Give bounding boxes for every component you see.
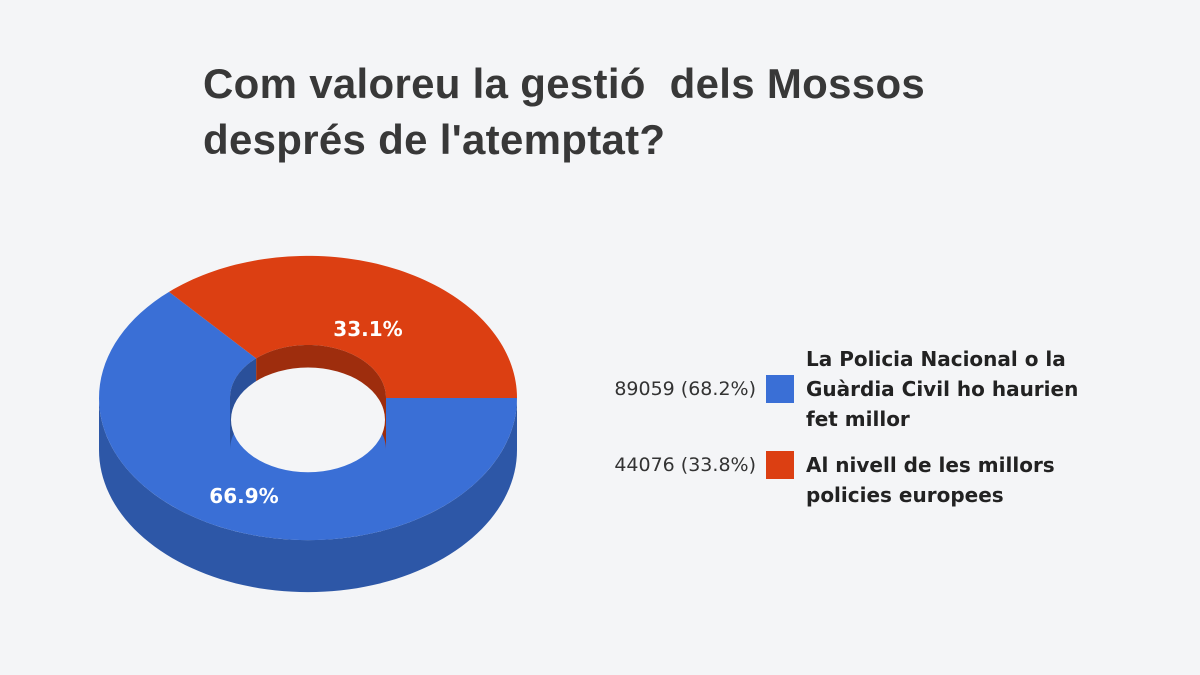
chart-legend: 89059 (68.2%) La Policia Nacional o la G… [560, 344, 1180, 526]
chart-title-line-1: Com valoreu la gestió dels Mossos [203, 60, 926, 107]
legend-label-line: Guàrdia Civil ho haurien [806, 377, 1079, 401]
legend-value: 44076 (33.8%) [614, 454, 756, 476]
legend-label-line: La Policia Nacional o la [806, 347, 1066, 371]
donut-side-blue [99, 398, 517, 593]
legend-label: Al nivell de les millors policies europe… [806, 450, 1106, 510]
legend-label: La Policia Nacional o la Guàrdia Civil h… [806, 344, 1106, 434]
slice-percent-label-red: 33.1% [333, 317, 402, 341]
donut-slice-blue [99, 291, 517, 541]
legend-label-line: Al nivell de les millors [806, 453, 1055, 477]
legend-value: 89059 (68.2%) [614, 378, 756, 400]
chart-title: Com valoreu la gestió dels Mossos despré… [203, 56, 1103, 168]
legend-item-policia-nacional: 89059 (68.2%) La Policia Nacional o la G… [560, 344, 1180, 434]
legend-label-line: policies europees [806, 483, 1004, 507]
donut-hole [231, 367, 385, 473]
slice-percent-label-blue: 66.9% [209, 484, 278, 508]
legend-label-line: fet millor [806, 407, 910, 431]
chart-title-line-2: després de l'atemptat? [203, 116, 666, 163]
legend-swatch-red [766, 451, 794, 479]
donut-slice-red [169, 255, 517, 398]
legend-swatch-blue [766, 375, 794, 403]
legend-item-millors-policies: 44076 (33.8%) Al nivell de les millors p… [560, 450, 1180, 510]
